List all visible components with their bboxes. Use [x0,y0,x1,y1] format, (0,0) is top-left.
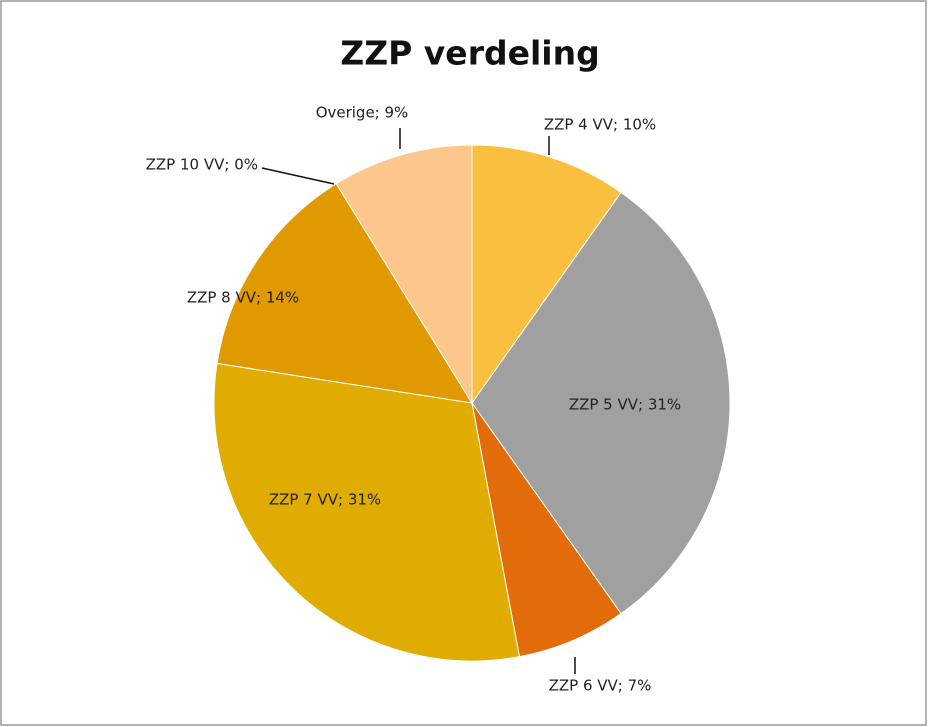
data-label: Overige; 9% [316,104,409,122]
pie-slice [213,362,520,662]
data-label: ZZP 8 VV; 14% [187,289,299,307]
data-label: ZZP 10 VV; 0% [146,156,258,174]
data-label: ZZP 5 VV; 31% [569,396,681,414]
pie-slice [471,144,622,405]
leader-line [261,167,335,185]
pie-slice [471,402,622,658]
pie-slice [216,182,473,404]
chart-title: ZZP verdeling [340,34,599,73]
pie-slice [335,144,473,405]
data-label: ZZP 6 VV; 7% [549,677,652,695]
pie-slice [471,191,731,615]
data-label: ZZP 7 VV; 31% [269,491,381,509]
data-label: ZZP 4 VV; 10% [544,116,656,134]
